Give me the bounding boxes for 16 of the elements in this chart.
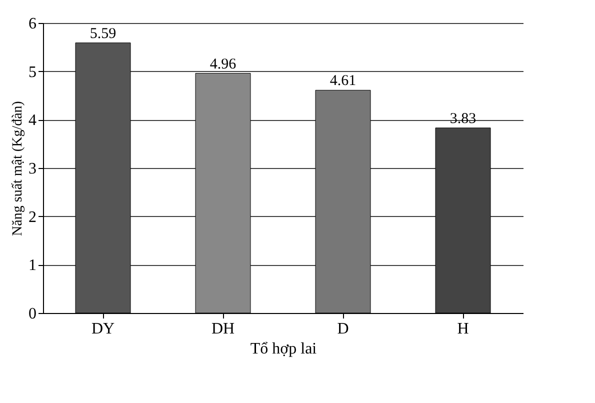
y-tick-label: 3 bbox=[28, 160, 36, 178]
data-label: 5.59 bbox=[90, 26, 116, 42]
data-label: 4.61 bbox=[330, 73, 356, 90]
y-tick-label: 2 bbox=[28, 208, 36, 226]
x-axis-title: Tổ hợp lai bbox=[250, 340, 318, 358]
x-tick-label: DH bbox=[211, 320, 235, 338]
x-tick-label: H bbox=[457, 320, 470, 338]
y-tick-label: 1 bbox=[28, 257, 36, 274]
x-tick-label: D bbox=[337, 320, 349, 338]
y-tick-label: 6 bbox=[28, 16, 36, 32]
y-tick-label: 0 bbox=[28, 306, 36, 322]
data-label: 4.96 bbox=[210, 56, 237, 72]
y-tick-label: 4 bbox=[28, 112, 36, 130]
y-axis-title: Năng suất mật (Kg/đàn) bbox=[10, 100, 26, 236]
x-tick-label: DY bbox=[91, 320, 115, 338]
y-tick-label: 5 bbox=[28, 64, 36, 81]
